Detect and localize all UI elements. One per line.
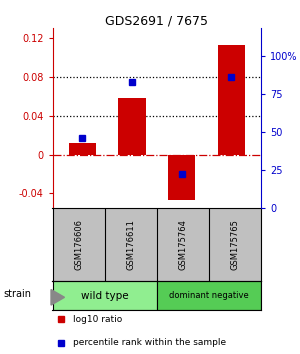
Text: GSM176606: GSM176606 [74, 219, 83, 270]
Text: strain: strain [3, 289, 31, 299]
Bar [157, 281, 261, 310]
Text: GSM175764: GSM175764 [178, 219, 187, 270]
Text: wild type: wild type [81, 291, 128, 301]
Bar [118, 98, 146, 155]
Bar [69, 143, 96, 155]
Text: GSM176611: GSM176611 [126, 219, 135, 270]
Text: percentile rank within the sample: percentile rank within the sample [74, 338, 226, 348]
Bar [168, 155, 195, 200]
Polygon shape [51, 290, 64, 305]
Text: dominant negative: dominant negative [169, 291, 249, 300]
Text: log10 ratio: log10 ratio [74, 315, 123, 324]
Text: GSM175765: GSM175765 [230, 219, 239, 270]
Bar [52, 281, 157, 310]
Bar [218, 45, 245, 155]
Title: GDS2691 / 7675: GDS2691 / 7675 [105, 14, 208, 27]
